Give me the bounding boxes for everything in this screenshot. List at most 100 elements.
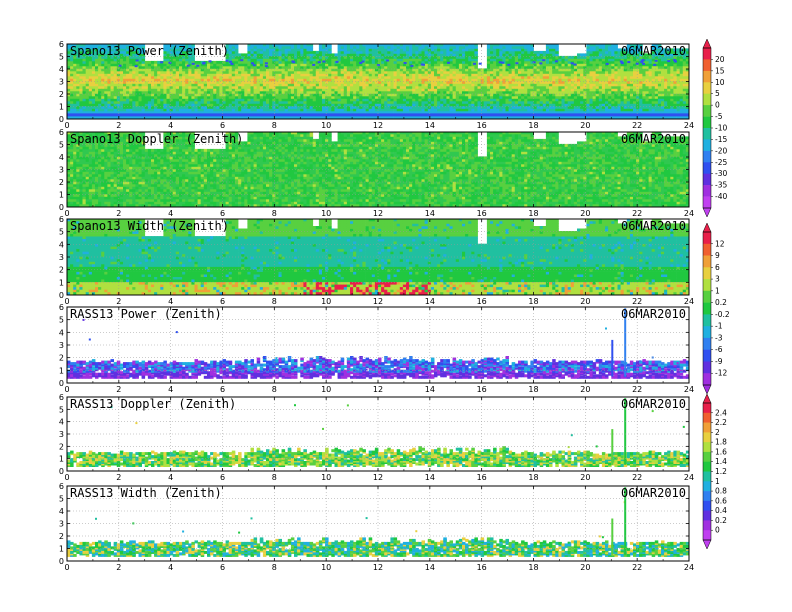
colorbar-label: -35 bbox=[715, 181, 727, 190]
y-tick-label: 4 bbox=[59, 65, 64, 74]
colorbar-label: 2.2 bbox=[715, 418, 727, 427]
colorbar-label: 0.2 bbox=[715, 516, 727, 525]
x-tick-label: 22 bbox=[632, 473, 642, 482]
x-tick-label: 22 bbox=[632, 209, 642, 218]
colorbar-label: -6 bbox=[715, 345, 723, 354]
colorbar-swatch bbox=[703, 337, 711, 350]
colorbar-label: 0.2 bbox=[715, 298, 727, 307]
y-tick-label: 0 bbox=[59, 203, 64, 212]
y-tick-label: 0 bbox=[59, 379, 64, 388]
panel-date: 06MAR2010 bbox=[621, 44, 686, 58]
y-tick-label: 6 bbox=[59, 128, 64, 137]
y-tick-label: 1 bbox=[59, 455, 64, 464]
colorbar-label: 5 bbox=[715, 89, 720, 98]
x-tick-label: 2 bbox=[116, 121, 121, 130]
x-tick-label: 12 bbox=[373, 209, 383, 218]
panel-date: 06MAR2010 bbox=[621, 219, 686, 233]
colorbar-swatch bbox=[703, 302, 711, 315]
x-tick-label: 0 bbox=[64, 473, 69, 482]
colorbar-swatch bbox=[703, 150, 711, 163]
colorbar-label: -1 bbox=[715, 322, 723, 331]
y-tick-label: 1 bbox=[59, 103, 64, 112]
x-tick-label: 16 bbox=[477, 209, 487, 218]
x-tick-label: 14 bbox=[425, 385, 435, 394]
x-tick-label: 22 bbox=[632, 297, 642, 306]
colorbar-label: -30 bbox=[715, 169, 727, 178]
colorbar-swatch bbox=[703, 530, 711, 541]
y-tick-label: 0 bbox=[59, 557, 64, 566]
panel-title: Spano13 Power (Zenith) bbox=[70, 44, 229, 58]
colorbar-swatch bbox=[703, 481, 711, 492]
data-field bbox=[67, 219, 689, 295]
colorbar-label: 1.2 bbox=[715, 467, 727, 476]
colorbar-label: 1 bbox=[715, 477, 720, 486]
x-tick-label: 16 bbox=[477, 121, 487, 130]
colorbar-label: -12 bbox=[715, 369, 727, 378]
y-tick-label: 4 bbox=[59, 328, 64, 337]
x-tick-label: 12 bbox=[373, 121, 383, 130]
x-tick-label: 2 bbox=[116, 473, 121, 482]
x-tick-label: 12 bbox=[373, 297, 383, 306]
x-tick-label: 14 bbox=[425, 297, 435, 306]
y-tick-label: 4 bbox=[59, 240, 64, 249]
colorbar-swatch bbox=[703, 162, 711, 174]
x-tick-label: 20 bbox=[580, 473, 590, 482]
x-tick-label: 22 bbox=[632, 121, 642, 130]
x-tick-label: 0 bbox=[64, 297, 69, 306]
colorbar-swatch bbox=[703, 279, 711, 292]
colorbar-swatch bbox=[703, 82, 711, 94]
x-tick-label: 18 bbox=[528, 297, 538, 306]
y-tick-label: 3 bbox=[59, 78, 64, 87]
colorbar-label: 0 bbox=[715, 526, 720, 535]
x-tick-label: 24 bbox=[684, 385, 694, 394]
x-tick-label: 12 bbox=[373, 563, 383, 572]
colorbar-label: -10 bbox=[715, 124, 727, 133]
colorbar-swatch bbox=[703, 255, 711, 268]
colorbar-swatch bbox=[703, 491, 711, 502]
colorbar-2: 12 9 6 3 1 0.2 -0.2 -1 -3 -6 -9 -12 bbox=[702, 222, 730, 395]
x-tick-label: 10 bbox=[321, 121, 331, 130]
colorbar-swatch bbox=[703, 442, 711, 453]
colorbar-1: 20 15 10 5 0 -5 -10 -15 -20 -25 -30 -35 -40 bbox=[702, 38, 727, 218]
data-field bbox=[67, 308, 689, 379]
x-tick-label: 24 bbox=[684, 563, 694, 572]
colorbar-label: 20 bbox=[715, 55, 725, 64]
y-tick-label: 6 bbox=[59, 303, 64, 312]
x-tick-label: 14 bbox=[425, 121, 435, 130]
x-tick-label: 6 bbox=[220, 473, 225, 482]
x-tick-label: 18 bbox=[528, 385, 538, 394]
y-tick-label: 1 bbox=[59, 278, 64, 287]
colorbar-label: 6 bbox=[715, 263, 720, 272]
panel-date: 06MAR2010 bbox=[621, 397, 686, 411]
colorbar-swatch bbox=[703, 510, 711, 521]
y-tick-label: 2 bbox=[59, 266, 64, 275]
colorbar-swatch bbox=[703, 59, 711, 72]
colorbar-label: 2 bbox=[715, 428, 720, 437]
colorbar-label: 2.4 bbox=[715, 408, 727, 417]
colorbar-swatch bbox=[703, 48, 711, 60]
x-tick-label: 0 bbox=[64, 563, 69, 572]
x-tick-label: 2 bbox=[116, 385, 121, 394]
x-tick-label: 8 bbox=[272, 209, 277, 218]
y-tick-label: 6 bbox=[59, 482, 64, 491]
colorbar-label: 3 bbox=[715, 275, 720, 284]
y-tick-label: 3 bbox=[59, 253, 64, 262]
colorbar-label: 0 bbox=[715, 101, 720, 110]
data-field bbox=[67, 132, 689, 207]
colorbar-label: 0.6 bbox=[715, 496, 727, 505]
x-tick-label: 6 bbox=[220, 297, 225, 306]
panel-date: 06MAR2010 bbox=[621, 486, 686, 500]
x-tick-label: 10 bbox=[321, 297, 331, 306]
y-tick-label: 0 bbox=[59, 115, 64, 124]
x-tick-label: 4 bbox=[168, 563, 173, 572]
x-tick-label: 16 bbox=[477, 297, 487, 306]
x-tick-label: 4 bbox=[168, 473, 173, 482]
colorbar-label: 1.6 bbox=[715, 447, 727, 456]
colorbar-swatch bbox=[703, 139, 711, 152]
colorbar-swatch bbox=[703, 461, 711, 472]
data-field bbox=[67, 487, 689, 557]
colorbar-swatch bbox=[703, 232, 711, 245]
x-tick-label: 6 bbox=[220, 385, 225, 394]
